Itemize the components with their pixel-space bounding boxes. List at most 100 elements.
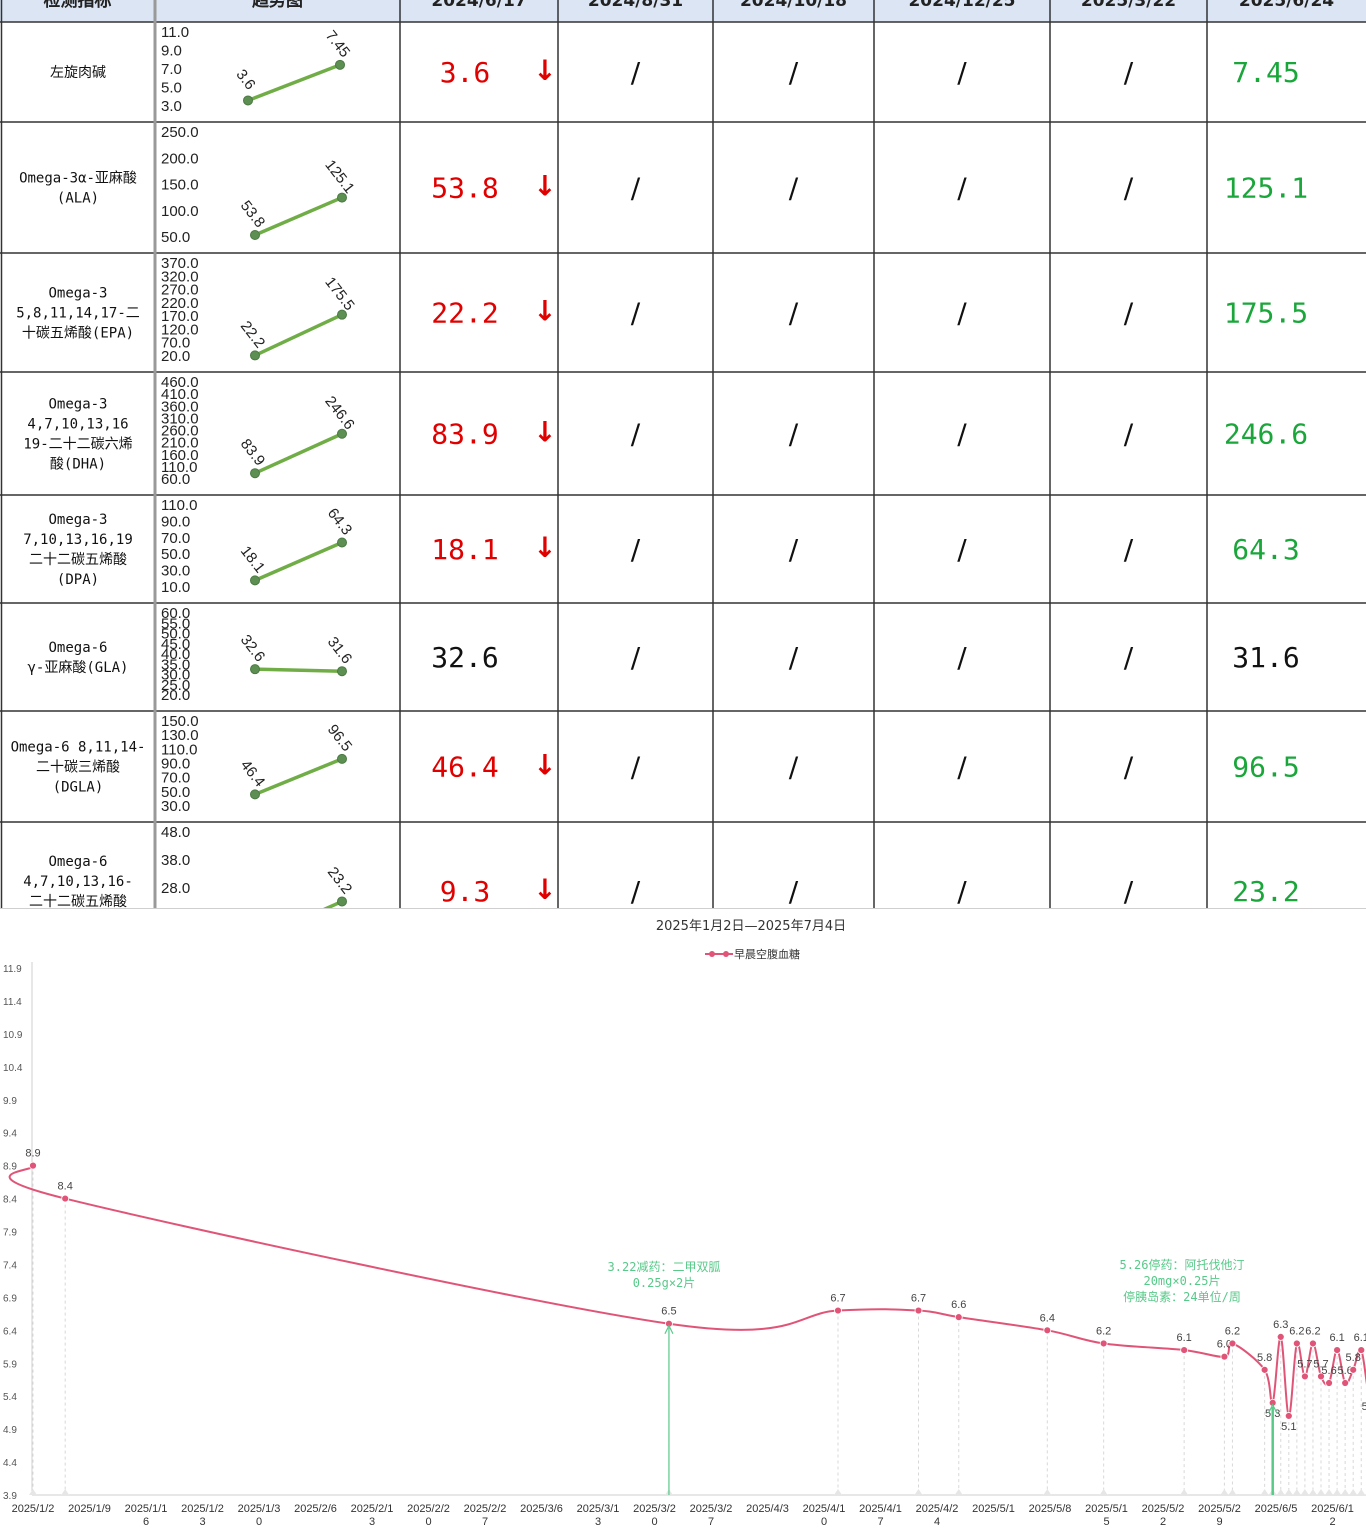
y-tick-label: 8.9 (3, 1162, 17, 1173)
trend-tick-label: 90.0 (161, 513, 190, 530)
trend-point (250, 789, 260, 800)
value-2025-6-24: 96.5 (1232, 751, 1299, 784)
y-tick-label: 7.9 (3, 1228, 17, 1239)
trend-tick-label: 110.0 (161, 497, 197, 514)
y-tick-label: 9.4 (3, 1129, 17, 1140)
trend-point (337, 309, 347, 320)
drop-marker (1260, 1489, 1269, 1495)
x-tick-label: 2025/2/2 (464, 1503, 507, 1515)
x-tick-label: 2025/5/8 (1029, 1503, 1072, 1515)
trend-point (250, 575, 260, 586)
trend-chart: 110.090.070.050.030.010.0 18.1 64.3 (161, 497, 355, 596)
x-tick-label: 2025/4/3 (746, 1503, 789, 1515)
indicator-name: γ-亚麻酸(GLA) (27, 660, 128, 676)
down-arrow-icon: ↓ (533, 295, 556, 328)
empty-value: / (1124, 641, 1134, 674)
trend-tick-label: 30.0 (161, 563, 190, 580)
indicator-name: (ALA) (57, 191, 99, 207)
indicator-name: (DGLA) (53, 780, 104, 796)
value-2025-6-24: 64.3 (1232, 533, 1299, 566)
trend-point-label: 96.5 (324, 721, 355, 754)
empty-value: / (631, 875, 641, 908)
trend-tick-label: 30.0 (161, 667, 190, 684)
column-header: 2024/12/25 (908, 0, 1015, 11)
point-value-label: 6.1 (1177, 1332, 1192, 1344)
trend-tick-label: 60.0 (161, 471, 190, 488)
trend-tick-label: 25.0 (161, 677, 190, 694)
value-2024-6-17: 18.1 (431, 533, 498, 566)
drop-marker (1284, 1489, 1293, 1495)
x-tick-label: 2025/6/5 (1255, 1503, 1298, 1515)
trend-point (337, 753, 347, 764)
trend-chart: 60.055.050.045.040.035.030.025.020.0 32.6… (161, 605, 355, 704)
empty-value: / (957, 641, 967, 674)
value-2025-6-24: 23.2 (1232, 875, 1299, 908)
glucose-point (1292, 1339, 1301, 1348)
x-tick-label: 2025/5/1 (1085, 1503, 1128, 1515)
x-tick-label: 2025/4/1 (803, 1503, 846, 1515)
empty-value: / (789, 751, 799, 784)
trend-tick-label: 360.0 (161, 398, 199, 415)
trend-tick-label: 160.0 (161, 447, 199, 464)
indicator-name: 5,8,11,14,17-二 (16, 306, 140, 322)
glucose-point (1220, 1352, 1229, 1361)
column-header: 趋势图 (252, 0, 303, 11)
column-header: 2024/10/18 (740, 0, 847, 11)
trend-point-label: 7.45 (322, 27, 353, 60)
indicator-name: 十碳五烯酸(EPA) (22, 326, 134, 342)
trend-tick-label: 50.0 (161, 546, 190, 563)
header-row (0, 0, 1366, 22)
empty-value: / (957, 418, 967, 451)
indicator-name: Omega-6 (48, 640, 107, 656)
value-2024-6-17: 32.6 (431, 641, 498, 674)
x-tick-label-cont: 0 (821, 1516, 827, 1528)
table-row: Omega-3 7,10,13,16,19 二十二碳五烯酸 (DPA) 110.090.… (23, 497, 1300, 596)
empty-value: / (631, 56, 641, 89)
annotation-arrow (1268, 1403, 1278, 1414)
table-row: Omega-6 γ-亚麻酸(GLA) 60.055.050.045.040.035.… (27, 605, 1299, 704)
glucose-point (914, 1306, 923, 1315)
table-row: Omega-64,7,10,13,16-二十二碳五烯酸(DPA)48.038.0… (23, 824, 1300, 908)
drop-marker (1308, 1489, 1317, 1495)
x-tick-label-cont: 7 (708, 1516, 714, 1528)
drop-marker (1357, 1489, 1366, 1495)
x-tick-label: 2025/3/2 (690, 1503, 733, 1515)
indicator-name: Omega-3α-亚麻酸 (19, 171, 137, 187)
indicator-name: 4,7,10,13,16- (23, 874, 133, 890)
down-arrow-icon: ↓ (533, 170, 556, 203)
y-tick-label: 5.4 (3, 1392, 17, 1403)
trend-tick-label: 11.0 (161, 24, 189, 41)
down-arrow-icon: ↓ (533, 749, 556, 782)
trend-tick-label: 110.0 (161, 459, 197, 476)
x-tick-label-cont: 7 (482, 1516, 488, 1528)
legend-label: 早晨空腹血糖 (734, 947, 800, 961)
trend-point-label: 32.6 (237, 632, 268, 665)
empty-value: / (1124, 297, 1134, 330)
trend-point-label: 83.9 (237, 436, 268, 469)
glucose-point (665, 1319, 673, 1328)
point-value-label: 5.6 (1321, 1365, 1336, 1377)
point-value-label: 5.4 (1362, 1401, 1366, 1413)
drop-marker (954, 1489, 963, 1495)
empty-value: / (957, 172, 967, 205)
point-value-label: 6.1 (1329, 1332, 1344, 1344)
trend-line (323, 899, 343, 908)
trend-tick-label: 70.0 (161, 335, 190, 352)
trend-point-label: 18.1 (237, 543, 268, 576)
trend-tick-label: 200.0 (161, 150, 199, 167)
indicator-name: 19-二十二碳六烯 (23, 437, 132, 453)
trend-point-label: 3.6 (232, 66, 258, 93)
drop-marker (914, 1489, 923, 1495)
y-tick-label: 4.4 (3, 1458, 17, 1469)
point-value-label: 8.4 (58, 1181, 73, 1193)
medication-annotation: 3.22减药：二甲双胍 0.25g×2片 (608, 1259, 720, 1495)
trend-line (254, 195, 343, 237)
x-tick-label-cont: 0 (425, 1516, 431, 1528)
column-header: 2025/6/24 (1239, 0, 1334, 11)
y-tick-label: 7.4 (3, 1260, 17, 1271)
table-grid: 检测指标 趋势图 2024/6/17 2024/8/31 2024/10/18 2024/… (0, 0, 1366, 908)
empty-value: / (1124, 751, 1134, 784)
x-tick-label: 2025/3/1 (577, 1503, 620, 1515)
glucose-point (1043, 1326, 1052, 1335)
empty-value: / (631, 533, 641, 566)
